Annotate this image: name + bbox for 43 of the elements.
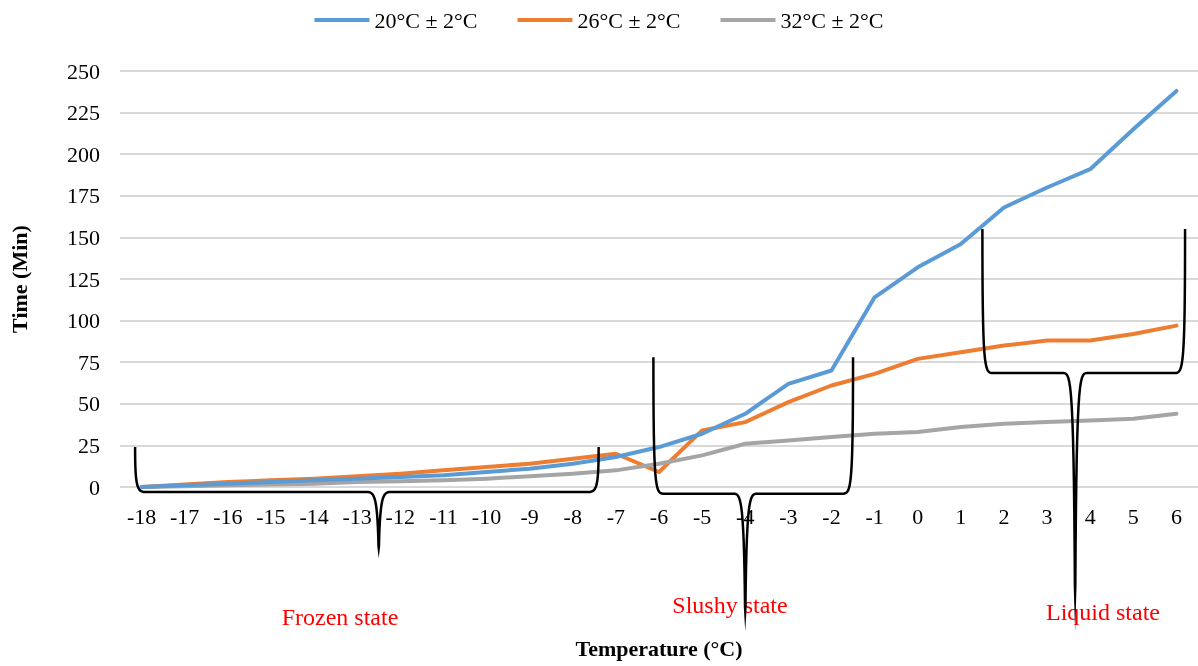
x-tick-label: -1: [865, 503, 884, 529]
y-tick-label: 125: [67, 266, 100, 292]
y-axis-title: Time (Min): [6, 225, 32, 333]
x-tick-label: -12: [385, 503, 415, 529]
x-tick-label: 1: [955, 503, 967, 529]
x-tick-label: -8: [563, 503, 582, 529]
y-tick-label: 200: [67, 141, 100, 167]
x-tick-label: -9: [520, 503, 539, 529]
x-tick-label: -14: [299, 503, 329, 529]
x-tick-label: -11: [429, 503, 458, 529]
line-series: [139, 88, 1179, 489]
x-tick-label: 3: [1041, 503, 1053, 529]
text: Frozen state: [281, 604, 399, 630]
x-tick-label: -2: [822, 503, 841, 529]
legend-label: 26°C ± 2°C: [577, 7, 681, 33]
x-tick-label: -13: [342, 503, 372, 529]
x-tick-label: -16: [213, 503, 243, 529]
x-tick-label: -18: [126, 503, 157, 529]
y-tick-label: 225: [67, 100, 100, 126]
y-tick-label: 175: [67, 183, 100, 209]
x-tick-label: -6: [649, 503, 669, 529]
x-tick-label: 0: [912, 503, 924, 529]
y-tick-label: 25: [78, 432, 100, 458]
x-tick-label: 4: [1084, 503, 1096, 529]
y-tick-label: 50: [78, 391, 100, 417]
x-axis-title: Temperature (°C): [575, 635, 743, 661]
x-tick-label: -10: [471, 503, 502, 529]
x-tick-label: 5: [1127, 503, 1139, 529]
x-tick-label: -5: [692, 503, 712, 529]
x-tick-label: 6: [1170, 503, 1182, 529]
x-tick-label: -3: [779, 503, 798, 529]
text: Liquid state: [1046, 599, 1160, 625]
x-tick-label: -15: [256, 503, 286, 529]
legend-label: 32°C ± 2°C: [780, 7, 884, 33]
y-tick-label: 150: [67, 224, 100, 250]
y-tick-label: 250: [67, 58, 100, 84]
x-tick-label: -17: [170, 503, 200, 529]
legend-label: 20°C ± 2°C: [374, 7, 478, 33]
x-tick-label: -7: [606, 503, 626, 529]
x-tick-label: 2: [998, 503, 1010, 529]
y-tick-label: 100: [67, 308, 100, 334]
y-tick-label: 0: [89, 474, 100, 500]
y-tick-label: 75: [78, 349, 100, 375]
